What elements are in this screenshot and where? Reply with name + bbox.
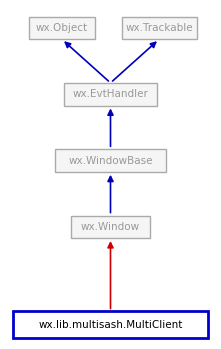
Text: wx.Window: wx.Window bbox=[81, 222, 140, 232]
FancyBboxPatch shape bbox=[13, 311, 208, 338]
FancyBboxPatch shape bbox=[29, 16, 95, 39]
Text: wx.WindowBase: wx.WindowBase bbox=[68, 156, 153, 165]
FancyBboxPatch shape bbox=[64, 83, 157, 105]
Text: wx.EvtHandler: wx.EvtHandler bbox=[72, 89, 149, 99]
Text: wx.Trackable: wx.Trackable bbox=[125, 23, 193, 33]
Text: wx.lib.multisash.MultiClient: wx.lib.multisash.MultiClient bbox=[38, 320, 183, 329]
FancyBboxPatch shape bbox=[71, 215, 150, 238]
FancyBboxPatch shape bbox=[55, 149, 166, 172]
Text: wx.Object: wx.Object bbox=[36, 23, 88, 33]
FancyBboxPatch shape bbox=[122, 16, 197, 39]
